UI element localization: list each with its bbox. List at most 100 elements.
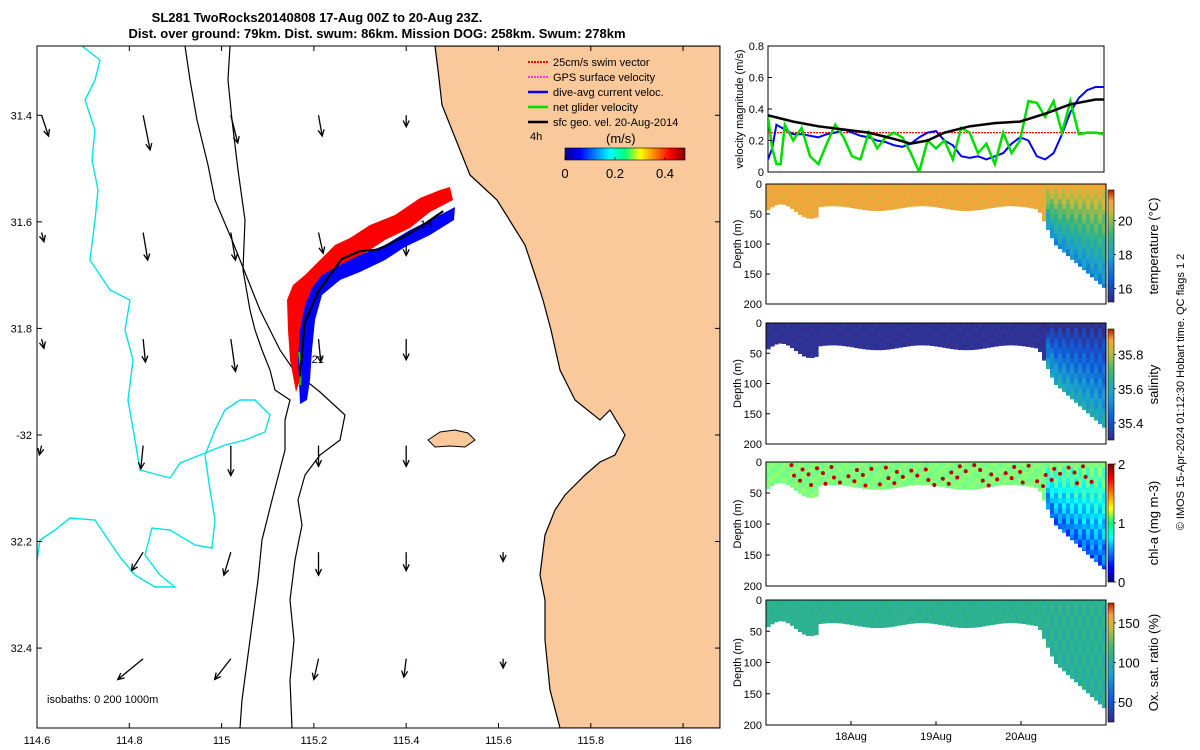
- geo-vector: [316, 338, 324, 364]
- chl-highlight-dot: [798, 478, 802, 483]
- geo-vector: [38, 232, 46, 244]
- section-colorbar-temperature: [1107, 189, 1115, 303]
- geo-vector: [401, 658, 409, 679]
- legend-gps-velocity: GPS surface velocity: [553, 72, 656, 84]
- chl-highlight-dot: [946, 481, 951, 486]
- chl-highlight-dot: [1072, 470, 1077, 475]
- chl-highlight-dot: [940, 476, 945, 481]
- chl-highlight-dot: [1020, 480, 1025, 485]
- map-x-tick-label: 116: [674, 735, 692, 747]
- geo-vector: [38, 338, 46, 350]
- chl-highlight-dot: [1081, 464, 1086, 469]
- chl-highlight-dot: [1075, 481, 1080, 486]
- chl-highlight-dot: [806, 472, 811, 477]
- map-colorbar-tick-label: 0.4: [656, 166, 674, 181]
- legend-swim-vector: 25cm/s swim vector: [553, 57, 650, 69]
- section-y-tick-label: 150: [744, 550, 762, 562]
- swim-vector-band: [287, 187, 453, 392]
- chart-title-line1: SL281 TwoRocks20140808 17-Aug 00Z to 20-…: [152, 10, 483, 25]
- isobaths-label: isobaths: 0 200 1000m: [47, 694, 158, 706]
- chl-highlight-dot: [886, 476, 891, 481]
- map-x-tick-label: 114.8: [116, 735, 143, 747]
- velocity-series: [768, 85, 1104, 172]
- chl-highlight-dot: [978, 468, 983, 473]
- chl-highlight-dot: [1049, 477, 1054, 482]
- chl-highlight-dot: [1009, 476, 1014, 481]
- chl-highlight-dot: [980, 478, 985, 483]
- chl-highlight-dot: [957, 464, 962, 469]
- map-colorbar-ticks: 0 0.2 0.4: [561, 157, 674, 181]
- map-y-tick-label: -32: [16, 430, 32, 442]
- section-colorbar-label: chl-a (mg m-3): [1146, 481, 1161, 566]
- velocity-panel: 0 0.2 0.4 0.6 0.8 velocity magnitude (m/s): [734, 41, 1105, 179]
- geo-vector: [230, 338, 239, 373]
- chl-highlight-dot: [883, 465, 888, 470]
- geo-vector: [499, 552, 507, 563]
- geo-vector-field: [37, 115, 507, 681]
- section-y-tick-label: 100: [744, 239, 762, 251]
- chl-highlight-dot: [815, 466, 819, 471]
- section-colorbar-label: Ox. sat. ratio (%): [1146, 614, 1161, 712]
- map-x-axis: 114.6 114.8 115 115.2 115.4 115.6 115.8 116: [24, 46, 692, 747]
- section-y-tick-label: 50: [750, 626, 762, 638]
- chl-highlight-dot: [809, 482, 814, 487]
- chl-highlight-dot: [869, 466, 874, 471]
- section-colorbar-tick-label: 35.6: [1118, 382, 1143, 397]
- map-colorbar: [564, 147, 686, 161]
- section-y-tick-label: 50: [750, 348, 762, 360]
- geo-vector: [40, 115, 51, 138]
- geo-vector: [230, 115, 240, 145]
- map-y-tick-label: 32.4: [11, 643, 32, 655]
- chl-highlight-dot: [792, 473, 797, 478]
- section-y-tick-label: 50: [750, 488, 762, 500]
- chl-highlight-dot: [863, 483, 868, 488]
- section-y-tick-label: 200: [744, 581, 762, 593]
- section-colorbar-tick-label: 2: [1118, 457, 1125, 472]
- section-y-tick-label: 0: [756, 318, 762, 330]
- chl-highlight-dot: [846, 474, 851, 479]
- chl-highlight-dot: [995, 477, 1000, 482]
- geo-vector: [137, 445, 146, 471]
- section-panel-salinity: 0 50 100 150 200 Depth (m) 35.4 35.6 35.8salinit…: [732, 318, 1161, 451]
- chl-highlight-dot: [900, 474, 905, 479]
- chl-highlight-dot: [986, 483, 991, 488]
- section-y-tick-label: 0: [756, 595, 762, 607]
- geo-vector: [141, 338, 149, 364]
- chl-highlight-dot: [832, 475, 836, 480]
- section-y-tick-label: 150: [744, 689, 762, 701]
- velocity-series-line: [768, 98, 1104, 145]
- chl-highlight-dot: [894, 469, 899, 474]
- section-ylabel: Depth (m): [732, 638, 744, 687]
- section-colorbar-tick-label: 150: [1118, 616, 1140, 631]
- velocity-y-tick-label: 0.6: [749, 73, 764, 85]
- section-colorbar-tick-label: 35.4: [1118, 416, 1143, 431]
- section-panel-chl-a: 0 50 100 150 200 Depth (m) 0 1 2 chl-a (mg m-3): [732, 457, 1161, 593]
- geo-vector: [130, 551, 144, 572]
- section-x-tick-label: 19Aug: [920, 731, 952, 743]
- chl-highlight-dot: [1035, 479, 1040, 484]
- map-frame: [36, 45, 721, 729]
- chl-highlight-dot: [1026, 463, 1031, 468]
- chl-highlight-dot: [1066, 465, 1071, 470]
- chl-highlight-dot: [820, 471, 825, 476]
- glider-track: [298, 210, 444, 377]
- section-colorbar-tick-label: 50: [1118, 695, 1132, 710]
- chl-highlight-dot: [852, 479, 857, 484]
- section-y-tick-label: 150: [744, 269, 762, 281]
- geo-vector: [499, 658, 507, 670]
- section-colorbar-label: temperature (°C): [1146, 198, 1161, 295]
- section-colorbar-tick-label: 18: [1118, 247, 1132, 262]
- chl-highlight-dot: [823, 481, 828, 486]
- chl-highlight-dot: [955, 475, 960, 480]
- section-y-tick-label: 200: [744, 439, 762, 451]
- section-y-tick-label: 100: [744, 379, 762, 391]
- chl-highlight-dot: [1012, 464, 1017, 469]
- section-colorbar-label: salinity: [1146, 364, 1161, 404]
- section-y-tick-label: 200: [744, 299, 762, 311]
- section-y-tick-label: 200: [744, 720, 762, 732]
- geo-vector: [230, 232, 239, 262]
- geo-vector: [116, 658, 144, 681]
- geo-vector: [222, 551, 232, 577]
- chl-highlight-dot: [877, 482, 882, 487]
- map-y-tick-label: 31.8: [11, 323, 32, 335]
